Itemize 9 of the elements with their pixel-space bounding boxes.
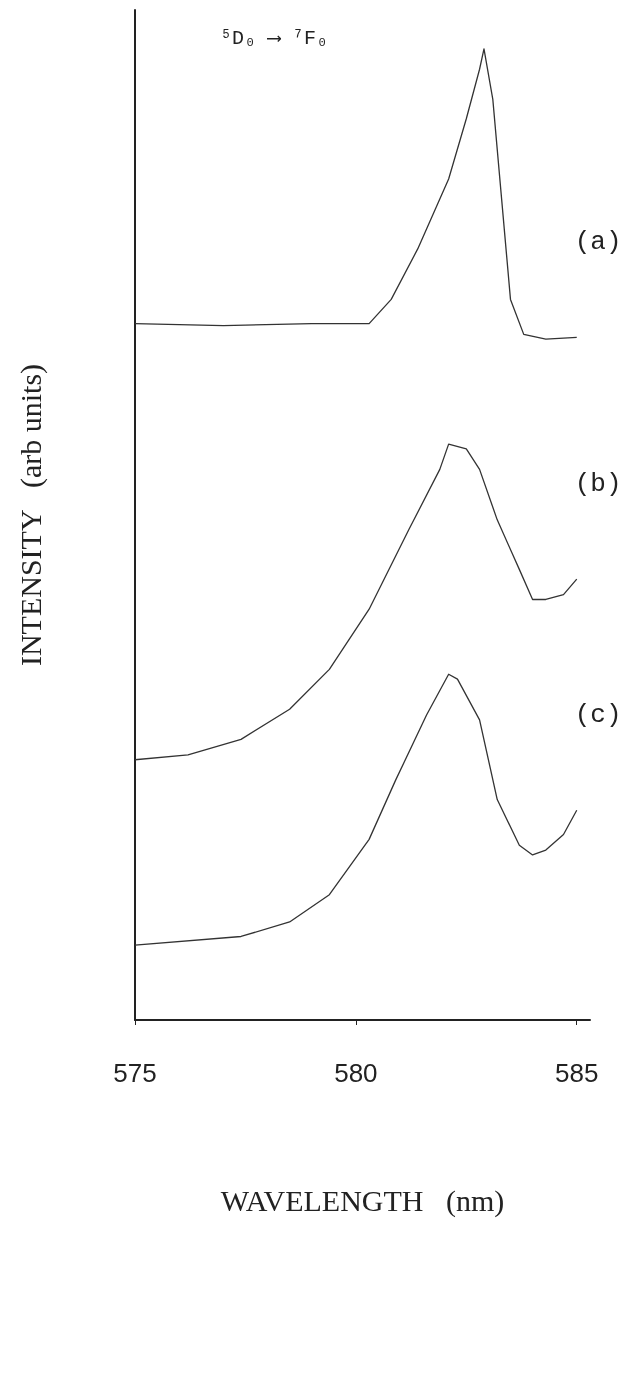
x-tick-label: 585: [555, 1058, 599, 1088]
x-tick-label: 580: [334, 1058, 378, 1088]
annotation: ⁵D₀ ⟶ ⁷F₀: [220, 26, 329, 50]
text: (a): [574, 227, 622, 258]
y-axis-title: INTENSITY (arb units): [13, 363, 48, 667]
x-axis-title: WAVELENGTH (nm): [220, 1183, 505, 1218]
x-tick-label: 575: [113, 1058, 157, 1088]
text: (c): [574, 700, 622, 731]
text: (b): [574, 469, 622, 500]
